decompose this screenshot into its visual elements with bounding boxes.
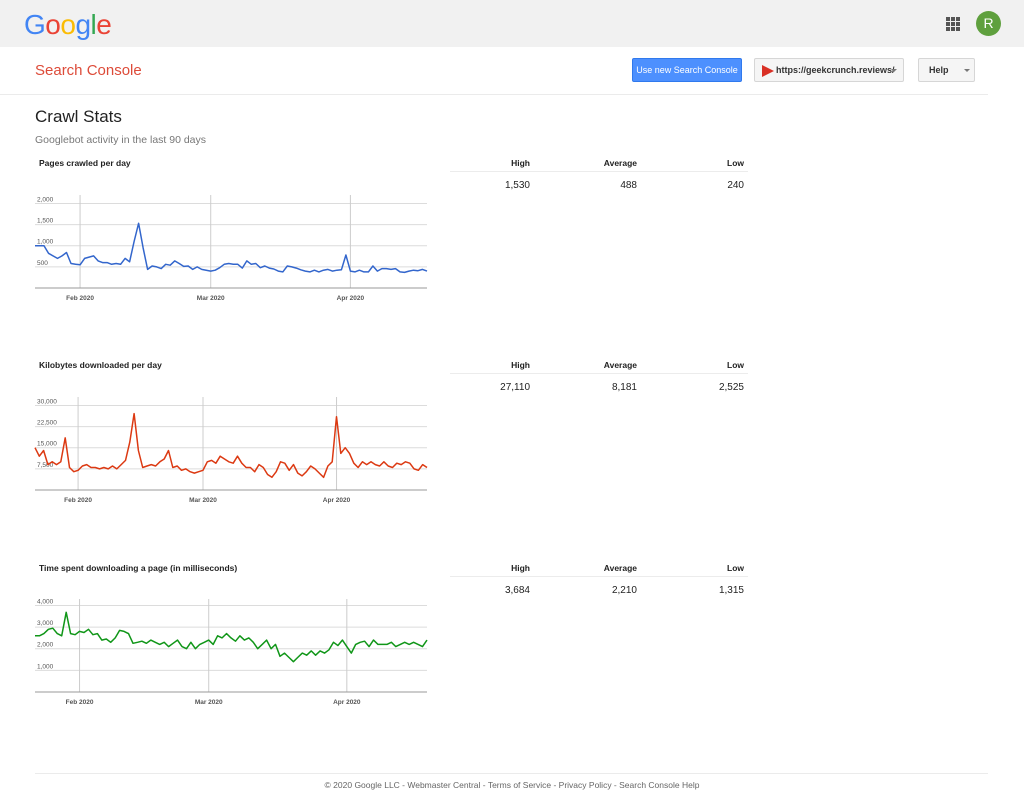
chart-kilobytes: 7,500 15,000 22,500 30,000 Feb 2020 Mar 2020 A… — [34, 392, 430, 512]
x-tick-label: Feb 2020 — [66, 699, 94, 706]
x-tick-label: Apr 2020 — [337, 295, 365, 302]
y-tick-label: 2,000 — [37, 642, 54, 649]
stat-low: 240 — [727, 180, 744, 191]
series-line — [35, 611, 428, 663]
x-tick-label: Feb 2020 — [64, 497, 92, 504]
footer-divider — [35, 773, 988, 774]
series-line — [34, 412, 428, 479]
stat-average: 2,210 — [611, 585, 637, 596]
site-selector[interactable]: https://geekcrunch.reviews/ — [754, 58, 904, 82]
y-tick-label: 1,500 — [37, 218, 54, 225]
logo-letter: o — [60, 9, 76, 40]
search-console-title[interactable]: Search Console — [35, 62, 142, 79]
stat-divider — [450, 576, 748, 577]
x-tick-label: Apr 2020 — [323, 497, 351, 504]
section-title-time: Time spent downloading a page (in millis… — [39, 563, 238, 573]
site-arrow-icon — [762, 65, 774, 77]
y-tick-label: 7,500 — [37, 462, 54, 469]
y-tick-label: 3,000 — [37, 620, 54, 627]
chevron-down-icon — [891, 69, 897, 72]
avatar[interactable]: R — [976, 11, 1001, 36]
x-tick-label: Apr 2020 — [333, 699, 361, 706]
stat-head-high: High — [511, 360, 530, 370]
logo-letter: e — [96, 9, 112, 40]
logo-letter: G — [24, 9, 46, 40]
y-tick-label: 500 — [37, 260, 48, 267]
stat-high: 3,684 — [504, 585, 530, 596]
chart-pages-crawled: 500 1,000 1,500 2,000 Feb 2020 Mar 2020 Apr 20… — [35, 190, 430, 310]
use-new-console-button[interactable]: Use new Search Console — [632, 58, 742, 82]
stat-low: 2,525 — [718, 382, 744, 393]
y-tick-label: 1,000 — [37, 239, 54, 246]
logo-letter: l — [90, 9, 97, 40]
y-tick-label: 4,000 — [37, 598, 54, 605]
stat-head-average: Average — [603, 360, 637, 370]
stat-low: 1,315 — [718, 585, 744, 596]
stat-head-low: Low — [727, 360, 744, 370]
stat-head-high: High — [511, 158, 530, 168]
top-bar: Google R — [0, 0, 1024, 47]
site-url: https://geekcrunch.reviews/ — [776, 65, 895, 75]
y-tick-label: 15,000 — [37, 441, 57, 448]
stat-divider — [450, 373, 748, 374]
chevron-down-icon — [964, 69, 970, 72]
stat-head-average: Average — [603, 158, 637, 168]
stat-divider — [450, 171, 748, 172]
footer: © 2020 Google LLC - Webmaster Central - … — [324, 780, 700, 790]
page-title: Crawl Stats — [35, 107, 122, 126]
help-button[interactable]: Help — [918, 58, 975, 82]
x-tick-label: Feb 2020 — [66, 295, 94, 302]
stat-average: 488 — [620, 180, 637, 191]
logo-letter: o — [45, 9, 61, 40]
stat-head-average: Average — [603, 563, 637, 573]
series-line — [35, 222, 428, 274]
header-divider — [0, 94, 988, 95]
help-label: Help — [929, 65, 949, 75]
apps-grid-icon[interactable] — [946, 17, 960, 31]
section-title-kilobytes: Kilobytes downloaded per day — [39, 360, 162, 370]
y-tick-label: 2,000 — [37, 196, 54, 203]
stat-head-low: Low — [727, 563, 744, 573]
page-subtitle: Googlebot activity in the last 90 days — [35, 134, 207, 146]
logo-letter: g — [75, 9, 91, 40]
y-tick-label: 22,500 — [37, 420, 57, 427]
section-title-pages: Pages crawled per day — [39, 158, 131, 168]
chart-time-spent: 1,000 2,000 3,000 4,000 Feb 2020 Mar 2020 Apr … — [35, 594, 430, 714]
google-logo[interactable]: Google — [24, 9, 112, 41]
stat-high: 1,530 — [504, 180, 530, 191]
y-tick-label: 30,000 — [37, 398, 57, 405]
stat-head-high: High — [511, 563, 530, 573]
stat-head-low: Low — [727, 158, 744, 168]
stat-average: 8,181 — [611, 382, 637, 393]
x-tick-label: Mar 2020 — [195, 699, 223, 706]
x-tick-label: Mar 2020 — [189, 497, 217, 504]
stat-high: 27,110 — [500, 382, 530, 393]
x-tick-label: Mar 2020 — [197, 295, 225, 302]
y-tick-label: 1,000 — [37, 663, 54, 670]
